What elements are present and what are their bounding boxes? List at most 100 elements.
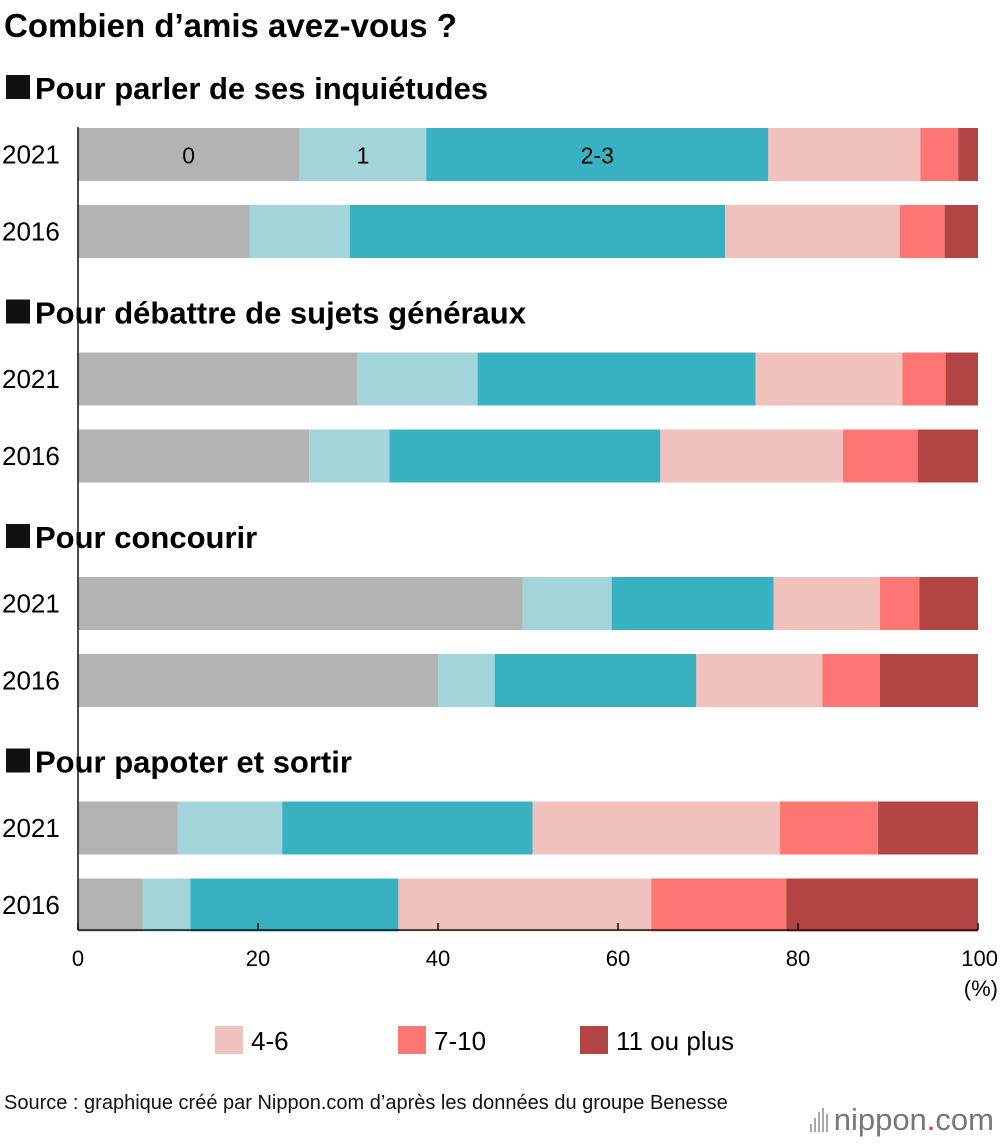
bar-segment-1 — [522, 577, 612, 630]
bar-2016: 2016 — [2, 205, 978, 258]
year-label: 2021 — [2, 589, 60, 619]
bar-segment-11-ou-plus — [958, 128, 978, 181]
panel-4: Pour papoter et sortir 2021 2016 — [2, 745, 978, 932]
bar-segment-1 — [357, 352, 478, 406]
bar-segment-2-3 — [349, 205, 726, 258]
year-label: 2016 — [2, 217, 60, 247]
legend-swatch — [215, 1026, 243, 1054]
panel-2: Pour débattre de sujets généraux 2021 2016 — [2, 296, 978, 483]
bar-segment-4-6 — [755, 352, 903, 406]
panel-square-icon — [6, 748, 30, 773]
chart-title: Combien d’amis avez-vous ? — [4, 7, 457, 44]
panel-square-icon — [6, 75, 30, 99]
bar-segment-4-6 — [660, 429, 843, 483]
bar-segment-2-3 — [426, 128, 769, 181]
bar-segment-0 — [78, 429, 310, 483]
bar-segment-4-6 — [532, 801, 780, 855]
bar-segment-2-3 — [389, 429, 661, 483]
bar-segment-0 — [78, 205, 250, 258]
bar-segment-11-ou-plus — [786, 878, 978, 932]
bar-segment-2-3 — [477, 352, 756, 406]
year-label: 2016 — [2, 890, 60, 920]
legend-item: 11 ou plus — [580, 1026, 734, 1056]
bar-segment-7-10 — [843, 429, 918, 483]
bar-segment-2-3 — [190, 878, 399, 932]
bar-segment-7-10 — [822, 654, 880, 707]
bar-segment-1 — [309, 429, 390, 483]
panel-title: Pour papoter et sortir — [35, 745, 352, 780]
segment-label: 0 — [182, 143, 195, 169]
segment-label: 2-3 — [581, 143, 614, 169]
bar-2016: 2016 — [2, 654, 978, 707]
bar-segment-4-6 — [725, 205, 900, 258]
year-label: 2016 — [2, 666, 60, 696]
x-tick-label: 40 — [426, 946, 450, 971]
panel-square-icon — [6, 524, 30, 548]
bar-segment-1 — [438, 654, 495, 707]
legend-item: 7-10 — [398, 1026, 486, 1056]
legend-label: 11 ou plus — [616, 1026, 734, 1056]
bar-segment-0 — [78, 654, 438, 707]
x-unit-label: (%) — [964, 976, 998, 1001]
bar-2021: 2021 — [2, 577, 978, 630]
bar-segment-7-10 — [899, 205, 945, 258]
bar-segment-11-ou-plus — [944, 205, 978, 258]
bar-segment-11-ou-plus — [945, 352, 978, 406]
source-note: Source : graphique créé par Nippon.com d… — [4, 1092, 728, 1114]
x-tick-label: 100 — [961, 946, 998, 971]
stacked-bar-chart: Combien d’amis avez-vous ? Pour parler d… — [2, 7, 998, 1056]
bar-segment-11-ou-plus — [917, 429, 978, 483]
bar-2021: 2021 0 1 2-3 — [2, 128, 978, 181]
bar-segment-1 — [249, 205, 350, 258]
bar-segment-7-10 — [879, 577, 920, 630]
bar-segment-11-ou-plus — [878, 801, 978, 855]
x-axis: 0 20 40 60 80 100 (%) — [72, 127, 998, 1001]
legend: 4-6 7-10 11 ou plus — [215, 1026, 734, 1056]
bar-segment-0 — [78, 878, 143, 932]
x-tick-label: 0 — [72, 946, 84, 971]
bar-segment-2-3 — [282, 801, 533, 855]
bar-segment-4-6 — [773, 577, 880, 630]
bar-2016: 2016 — [2, 878, 978, 932]
logo-tail: com — [935, 1102, 994, 1137]
logo-main: nippon — [833, 1102, 927, 1137]
panel-square-icon — [6, 299, 30, 324]
logo-text: nippon.com — [834, 1102, 994, 1138]
bar-2021: 2021 — [2, 352, 978, 406]
bar-segment-7-10 — [780, 801, 879, 855]
nippon-logo: nippon.com — [809, 1100, 994, 1140]
panel-3: Pour concourir 2021 2016 — [2, 520, 978, 707]
bar-segment-0 — [78, 352, 357, 406]
bar-segment-0 — [78, 577, 523, 630]
bar-segment-0 — [78, 128, 300, 181]
bar-2016: 2016 — [2, 429, 978, 483]
segment-label: 1 — [356, 143, 369, 169]
bar-2021: 2021 — [2, 801, 978, 855]
legend-label: 4-6 — [251, 1026, 289, 1056]
year-label: 2016 — [2, 441, 60, 471]
bar-segment-7-10 — [651, 878, 787, 932]
year-label: 2021 — [2, 140, 60, 170]
bar-segment-2-3 — [494, 654, 697, 707]
legend-swatch — [398, 1026, 426, 1054]
bar-segment-11-ou-plus — [919, 577, 978, 630]
x-tick-label: 80 — [786, 946, 810, 971]
bar-segment-7-10 — [920, 128, 959, 181]
bar-segment-1 — [142, 878, 191, 932]
year-label: 2021 — [2, 813, 60, 843]
bar-segment-4-6 — [398, 878, 652, 932]
panel-title: Pour débattre de sujets généraux — [35, 296, 527, 331]
legend-swatch — [580, 1026, 608, 1054]
bar-segment-2-3 — [611, 577, 774, 630]
legend-item: 4-6 — [215, 1026, 289, 1056]
x-tick-label: 60 — [606, 946, 630, 971]
panel-title: Pour parler de ses inquiétudes — [35, 71, 488, 106]
x-tick-label: 20 — [246, 946, 270, 971]
bar-segment-7-10 — [902, 352, 946, 406]
logo-bars-icon — [809, 1108, 828, 1132]
bar-segment-0 — [78, 801, 178, 855]
bar-segment-11-ou-plus — [879, 654, 978, 707]
bar-segment-4-6 — [696, 654, 823, 707]
